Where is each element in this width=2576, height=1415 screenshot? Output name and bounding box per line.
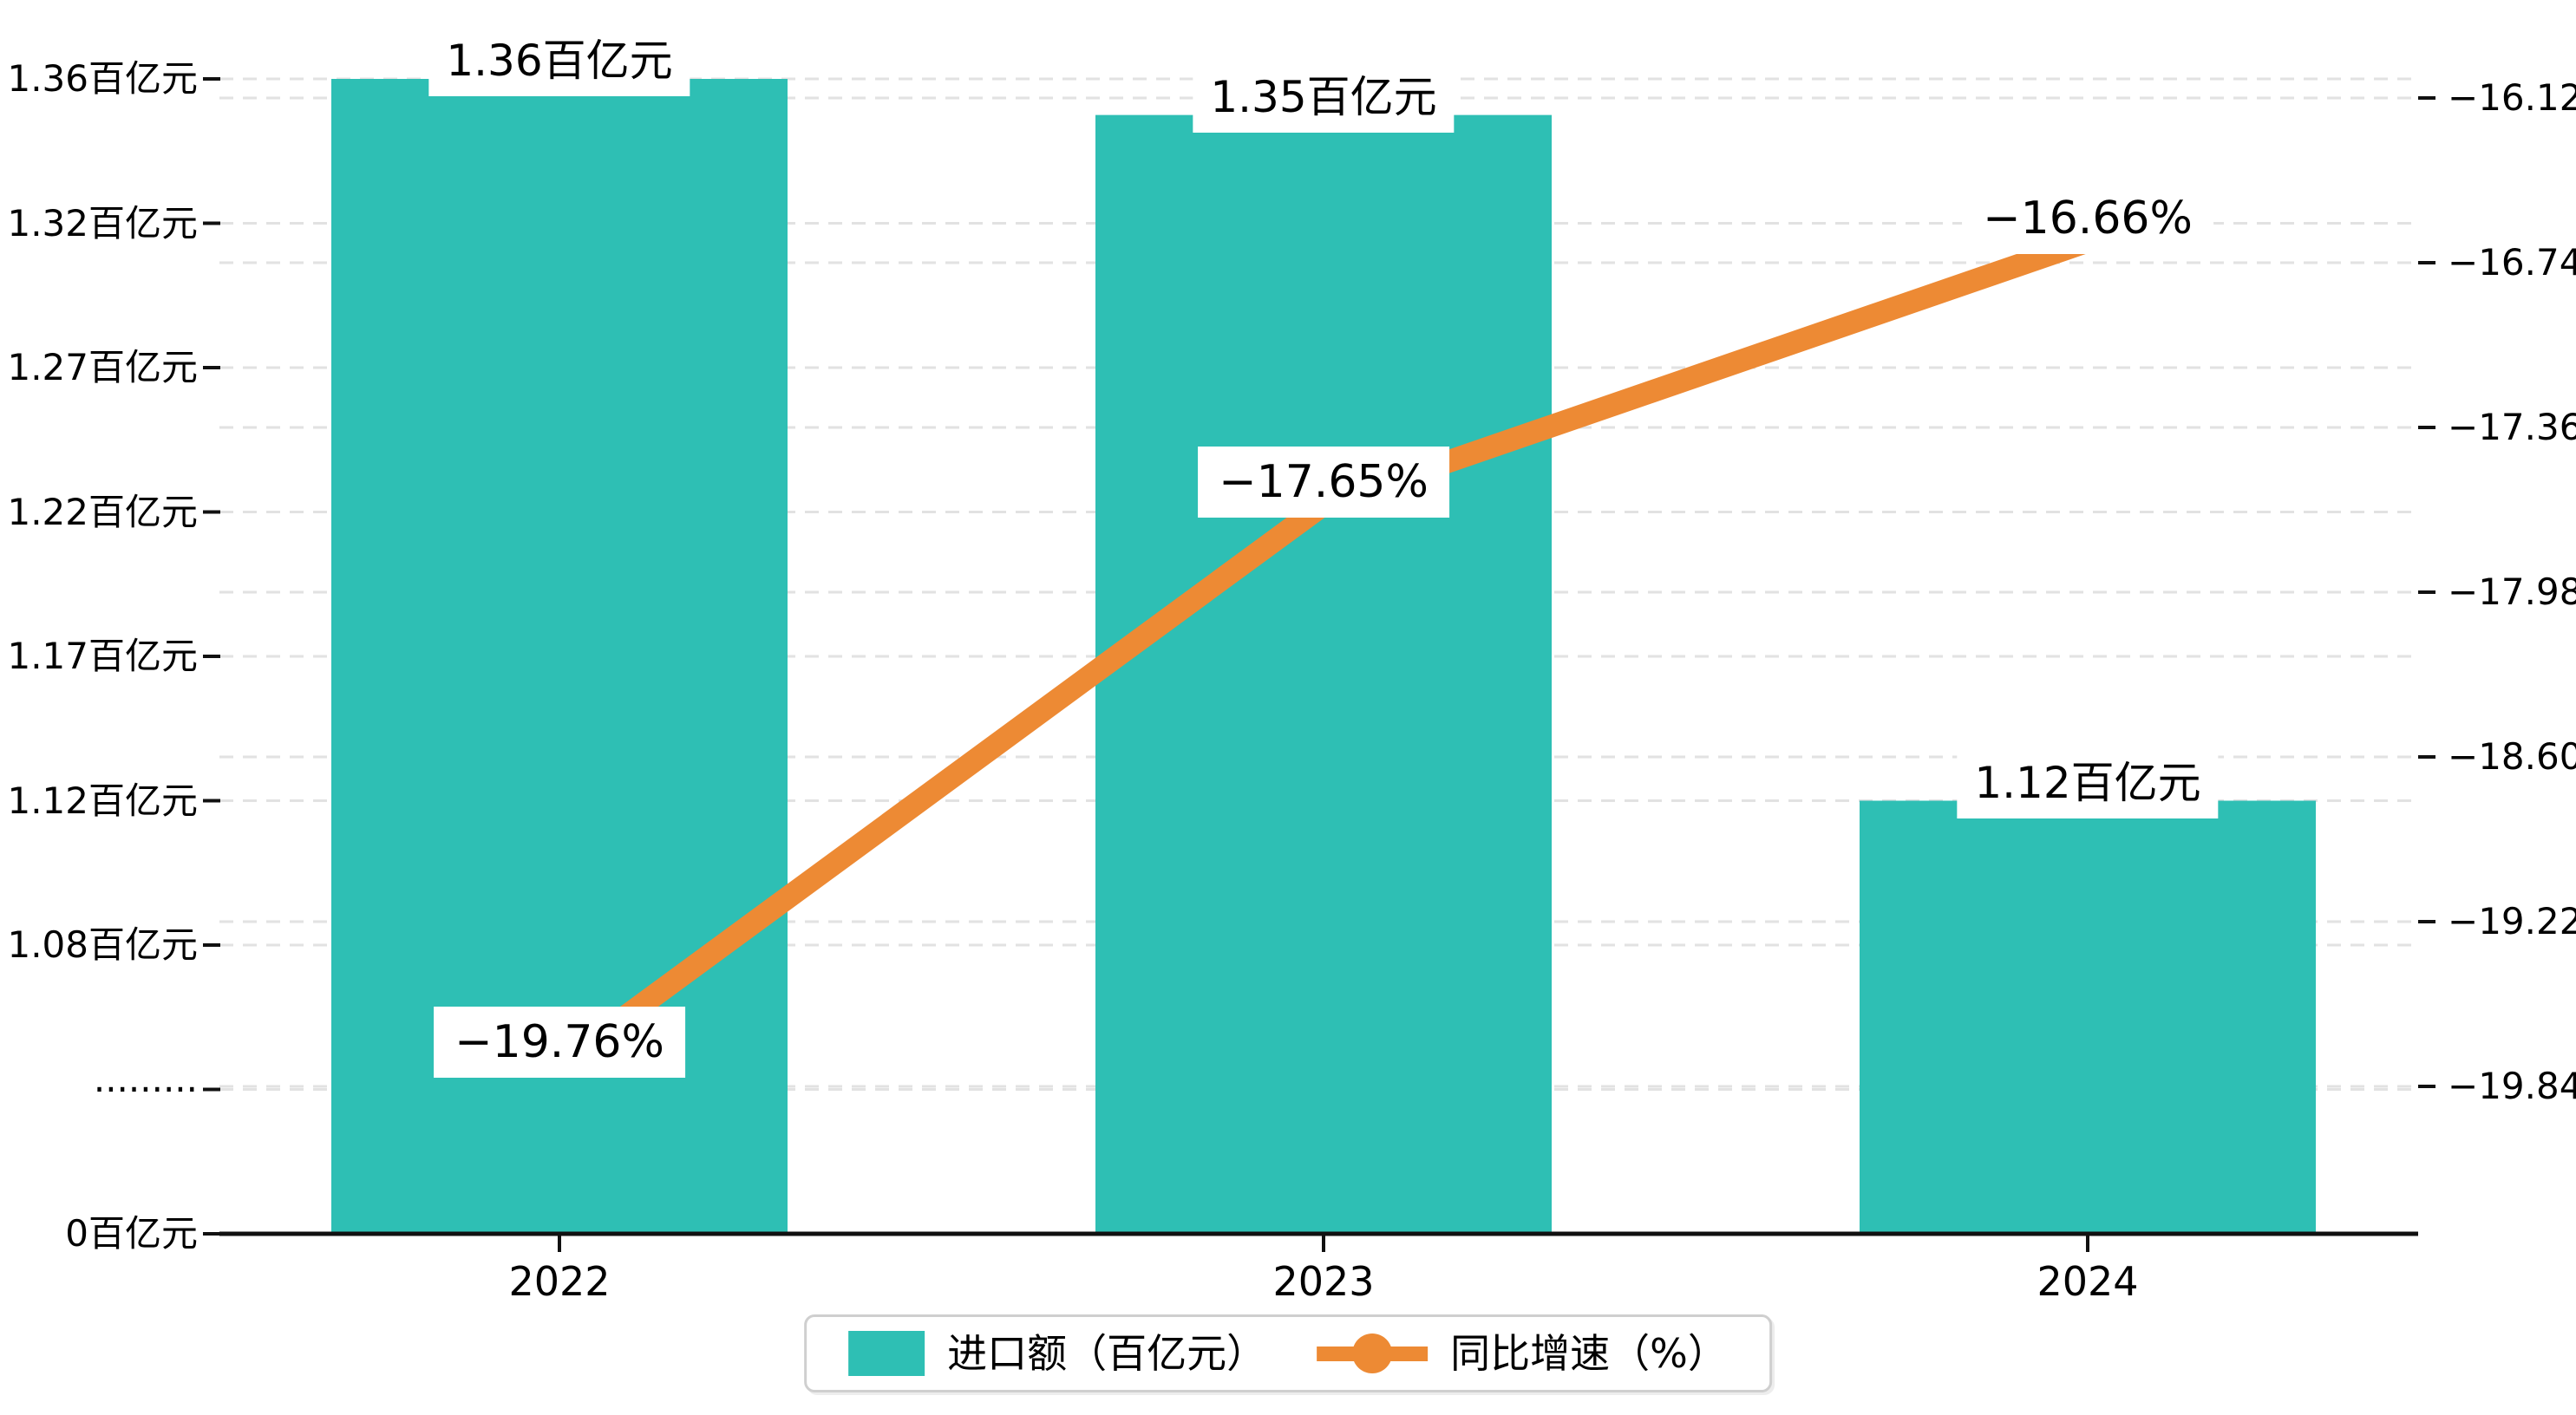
legend-item-growth: 同比增速（%） [1317, 1329, 1728, 1378]
left-axis-tick-label: 1.22百亿元 [7, 490, 198, 533]
left-axis-tick-label: 1.32百亿元 [7, 201, 198, 245]
growth-value-label: −16.66% [1962, 183, 2213, 255]
right-axis-tick-label: −16.12 [2448, 76, 2576, 119]
x-axis-label: 2023 [1272, 1258, 1375, 1305]
growth-value-label: −17.65% [1198, 446, 1449, 518]
left-axis-tick-label: 1.08百亿元 [7, 923, 198, 966]
left-axis-tick-label: 1.36百亿元 [7, 57, 198, 100]
legend-item-import: 进口额（百亿元） [848, 1329, 1266, 1378]
right-axis-tick-label: −19.84 [2448, 1065, 2576, 1107]
left-axis-tick-label: 0百亿元 [65, 1212, 198, 1255]
right-axis-tick-label: −16.74 [2448, 241, 2576, 284]
bar-value-label: 1.12百亿元 [1957, 750, 2219, 818]
growth-value-label: −19.76% [434, 1007, 685, 1079]
left-axis-tick-label: 1.27百亿元 [7, 346, 198, 388]
x-axis-label: 2024 [2037, 1258, 2139, 1305]
right-axis-tick-label: −18.60 [2448, 735, 2576, 778]
right-axis-tick-label: −17.36 [2448, 406, 2576, 448]
import-bar [1860, 800, 2316, 1234]
legend-dot-icon [1352, 1333, 1393, 1373]
legend-item-label: 进口额（百亿元） [947, 1330, 1267, 1377]
legend-bar-swatch-icon [848, 1331, 925, 1376]
bar-value-label: 1.35百亿元 [1193, 64, 1455, 133]
left-axis-tick-label: ········· [93, 1067, 198, 1111]
bar-value-label: 1.36百亿元 [428, 29, 690, 96]
right-axis-tick-label: −17.98 [2448, 571, 2576, 613]
legend-line-marker-icon [1317, 1331, 1429, 1376]
left-axis-tick-label: 1.12百亿元 [7, 779, 198, 822]
legend-item-label: 同比增速（%） [1450, 1330, 1728, 1377]
left-axis-tick-label: 1.17百亿元 [7, 635, 198, 677]
legend: 进口额（百亿元） 同比增速（%） [804, 1314, 1772, 1392]
x-axis-label: 2022 [508, 1258, 611, 1305]
right-axis-tick-label: −19.22 [2448, 900, 2576, 942]
import-bar [1095, 114, 1552, 1234]
